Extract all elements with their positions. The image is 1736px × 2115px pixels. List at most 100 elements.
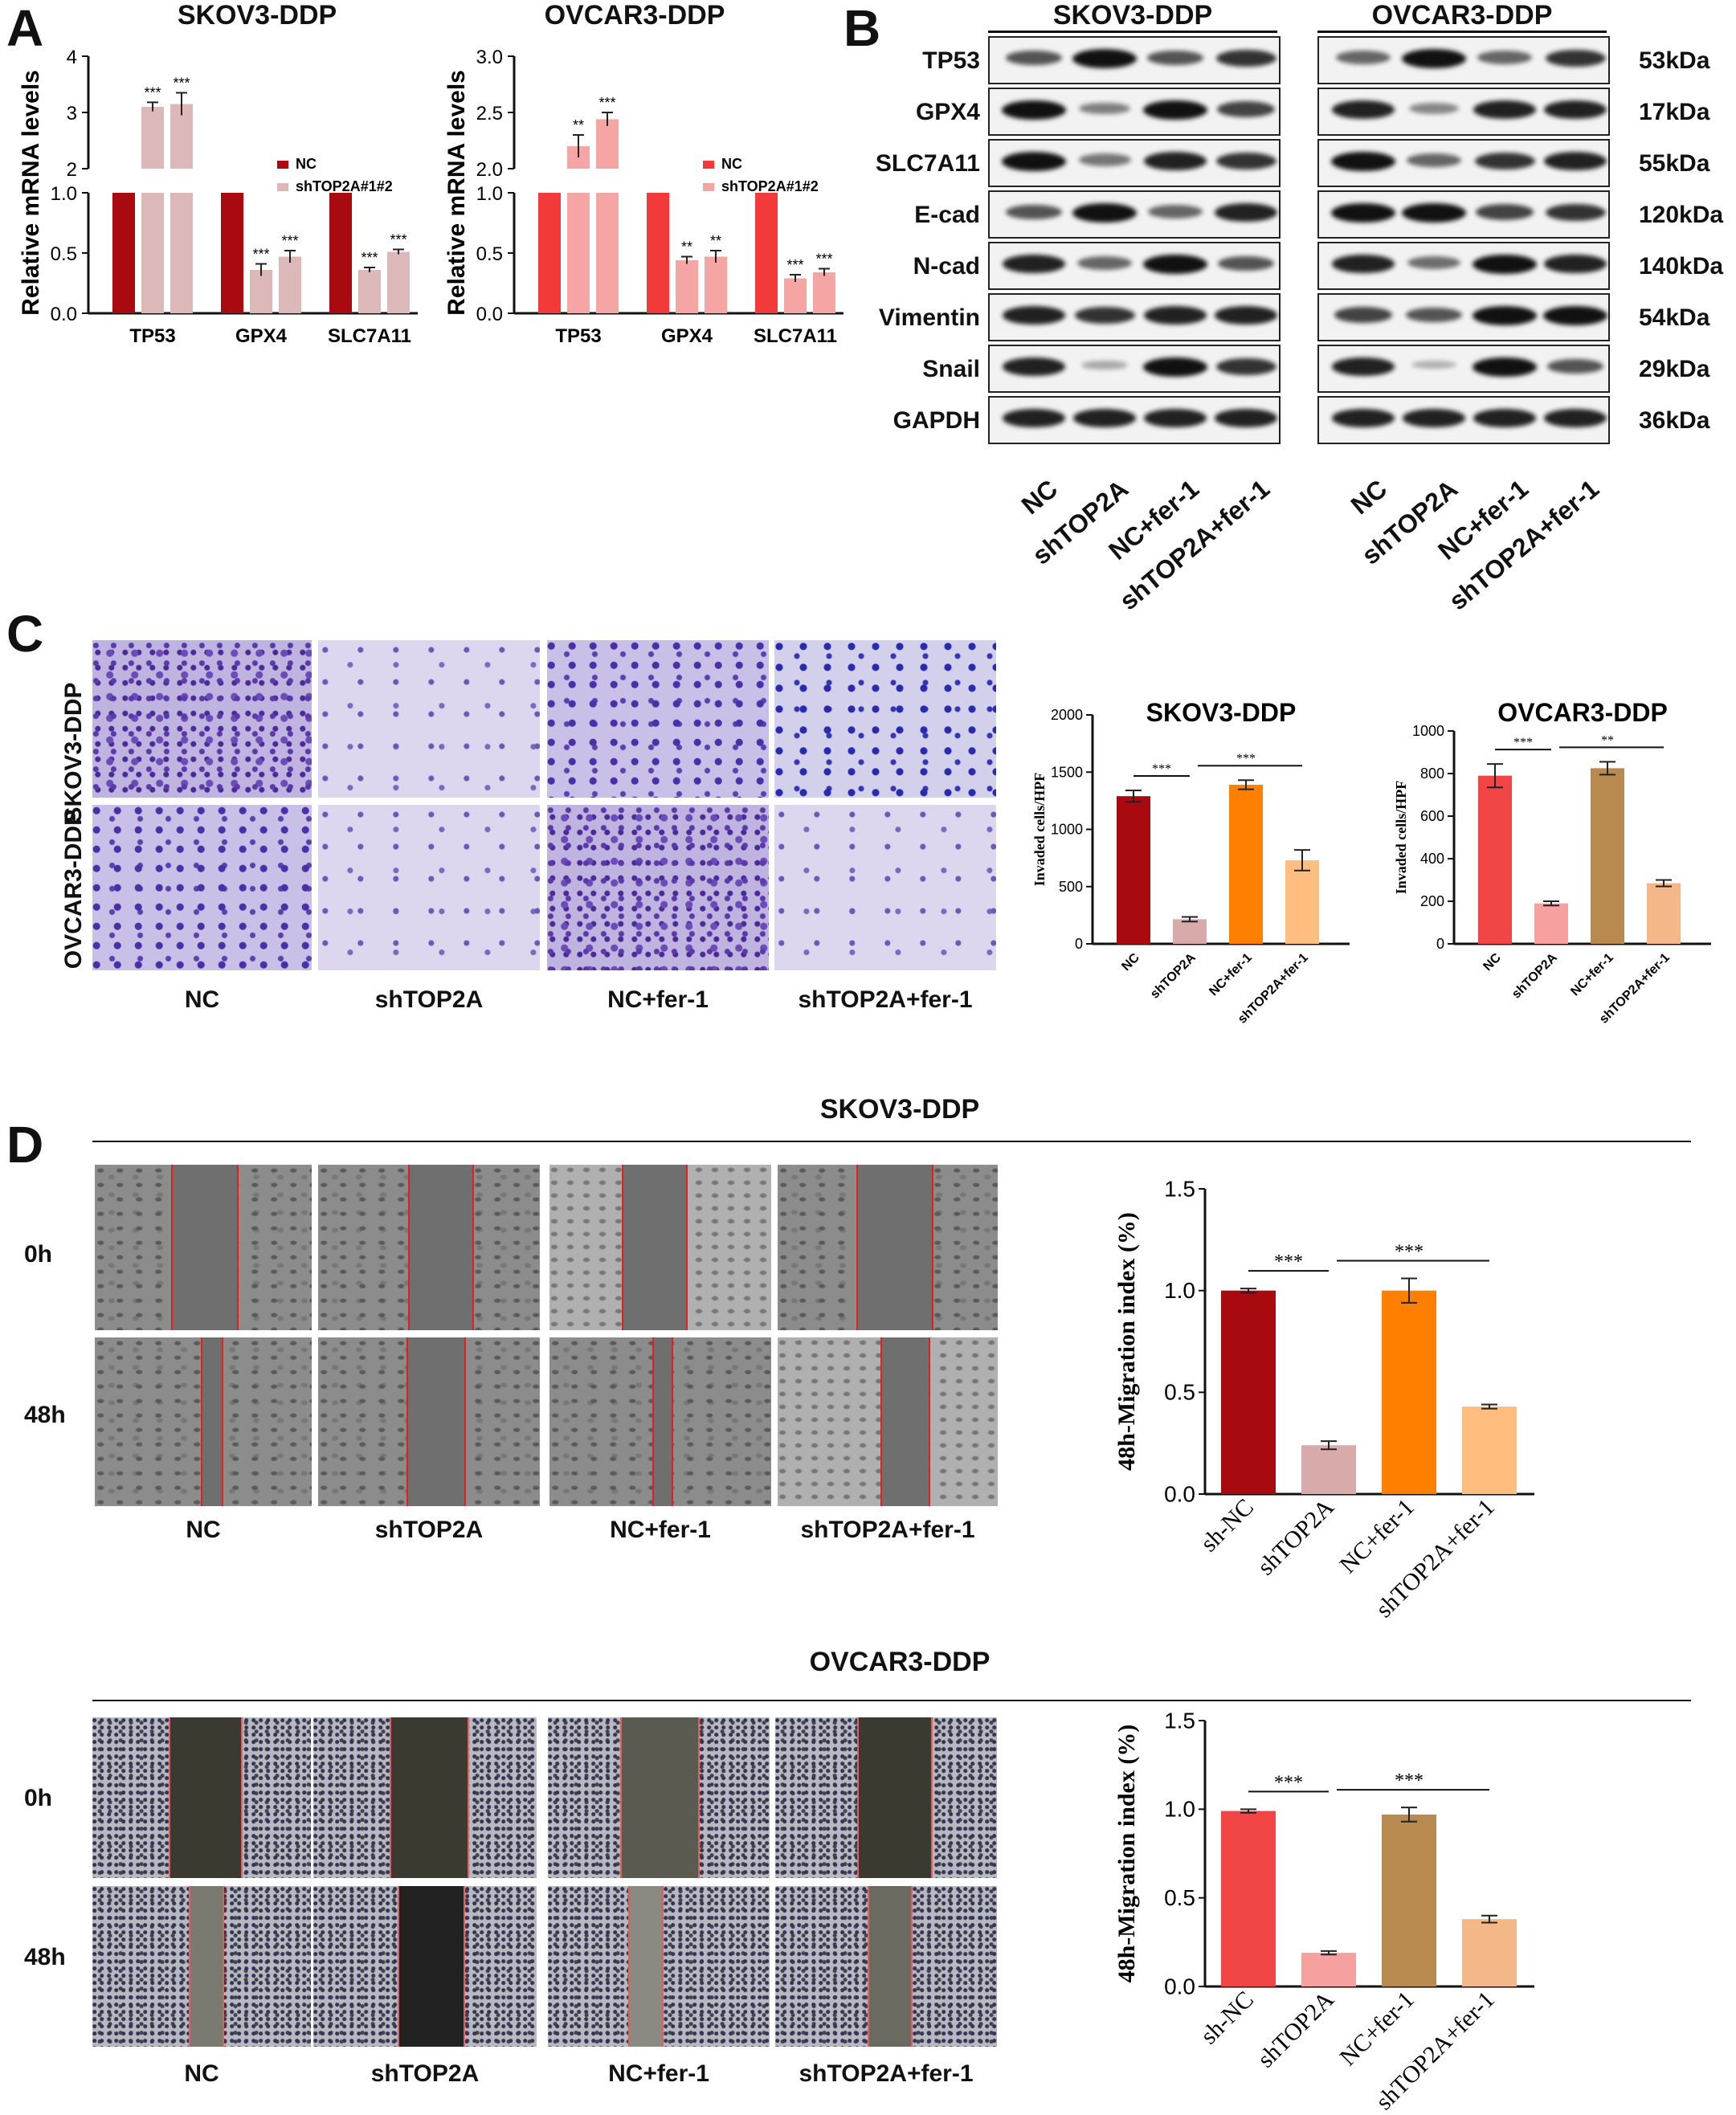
ovcar-invasion-ytick-label: 0 (1436, 936, 1444, 952)
wb-band (1143, 357, 1207, 377)
ovcar-migration-ytick-label: 1.5 (1164, 1709, 1195, 1733)
wb-blot-box (1317, 36, 1610, 84)
skov-invasion-ytick-label: 1500 (1051, 764, 1083, 780)
wound-skov-shtop2afer1-0h-image (778, 1165, 998, 1330)
wound-ovcar-col-label-ncfer1: NC+fer-1 (608, 2060, 709, 2087)
ovcar-migration-ytick-label: 0.0 (1164, 1974, 1195, 1999)
skov-mrna-ytick-label: 1.0 (51, 183, 77, 205)
wb-band (1144, 152, 1207, 170)
skov-invasion-ytick-label: 0 (1075, 936, 1083, 952)
wb-band (1215, 203, 1277, 222)
skov-mrna-bar (387, 251, 410, 313)
wound-skov-ncfer1-0h-image (549, 1165, 771, 1330)
wb-band (1402, 49, 1466, 68)
wb-kda-label: 55kDa (1639, 150, 1710, 177)
transwell-row-labels: SKOV3-DDP OVCAR3-DDP (50, 643, 98, 969)
ovcar-mrna-bar-lower (596, 193, 619, 313)
ovcar-migration-bar (1382, 1814, 1436, 1986)
skov-migration-ytick-label: 1.5 (1164, 1176, 1195, 1201)
wb-band (1079, 102, 1130, 115)
skov-mrna-significance: *** (144, 84, 161, 100)
ovcar-migration-bar (1462, 1919, 1517, 1986)
wound-skov-col-label-shtop2a: shTOP2A (374, 1517, 484, 1543)
transwell-ovcar-nc-image (92, 805, 312, 970)
skov-mrna-significance: *** (252, 247, 269, 263)
ovcar-mrna-significance: *** (815, 251, 832, 267)
skov-migration-ytick-label: 1.0 (1164, 1278, 1195, 1303)
wb-band (1331, 152, 1395, 171)
ovcar-invasion-ytick-label: 1000 (1412, 723, 1444, 739)
transwell-skov-nc-image (92, 640, 312, 798)
ovcar-mrna-legend-label: NC (721, 156, 742, 172)
wb-band (1332, 255, 1395, 273)
skov-mrna-category-label: GPX4 (235, 325, 288, 347)
skov-mrna-chart: 0.0 0.5 1.02 3 4 Relative mRNA levels *** *** TP… (18, 48, 418, 347)
ovcar-migration-bar (1221, 1811, 1276, 1986)
wb-band (1006, 204, 1062, 219)
ovcar-mrna-category-label: TP53 (555, 325, 601, 347)
wb-blot-box (988, 36, 1281, 84)
wb-band (1072, 49, 1137, 68)
wound-ovcar-ncfer1-48h-image (548, 1886, 770, 2047)
skov-mrna-legend-label: shTOP2A#1#2 (296, 178, 393, 194)
wb-band (1078, 153, 1131, 166)
skov-mrna-significance: *** (390, 232, 406, 248)
skov-invasion-bar (1285, 859, 1319, 944)
ovcar-invasion-category-label: NC+fer-1 (1568, 951, 1616, 999)
transwell-skov-shtop2a-image (318, 640, 540, 798)
transwell-col-label-nc: NC (184, 986, 220, 1013)
skov-mrna-bar (221, 193, 243, 313)
wb-protein-label: Vimentin (878, 304, 980, 331)
wound-skov-nc-48h-image (95, 1337, 312, 1506)
wb-blot-box (1317, 190, 1610, 239)
wb-blot-box (988, 139, 1281, 187)
ovcar-mrna-significance: ** (573, 117, 584, 133)
wb-band (1473, 357, 1537, 377)
wb-band (1006, 50, 1062, 65)
skov-mrna-ylabel: Relative mRNA levels (18, 70, 44, 316)
wb-header-line-skov (988, 31, 1277, 33)
wb-band (1408, 102, 1460, 114)
wb-band (1473, 306, 1537, 325)
skov-migration-bar (1221, 1290, 1276, 1494)
ovcar-mrna-legend-swatch (703, 161, 714, 169)
wb-protein-label: E-cad (914, 202, 980, 228)
wb-header-skov: SKOV3-DDP (1052, 0, 1213, 31)
ovcar-invasion-significance: ** (1601, 733, 1614, 747)
wb-band (1218, 255, 1274, 271)
skov-migration-bar (1382, 1290, 1436, 1494)
wb-band (1545, 203, 1606, 221)
ovcar-migration-category-label: shTOP2A (1252, 1986, 1339, 2072)
wound-ovcar-divider (92, 1700, 1691, 1701)
ovcar-mrna-category-label: SLC7A11 (754, 325, 837, 347)
skov-mrna-title: SKOV3-DDP (177, 0, 337, 31)
skov-invasion-ylabel: Invaded cells/HPF (1031, 773, 1048, 887)
wb-band (1215, 306, 1277, 325)
wound-ovcar-col-label-shtop2a: shTOP2A (370, 2060, 480, 2087)
wb-protein-label: SLC7A11 (875, 150, 980, 177)
wb-blot-box (1317, 345, 1610, 393)
wb-blot-box (988, 345, 1281, 393)
wb-band (1407, 256, 1461, 270)
skov-invasion-bar (1117, 796, 1150, 944)
wb-kda-label: 53kDa (1639, 47, 1710, 74)
ovcar-invasion-ylabel: Invaded cells/HPF (1393, 781, 1409, 895)
wound-ovcar-nc-48h-image (92, 1886, 311, 2047)
row-label-ovcar: OVCAR3-DDP (60, 809, 87, 970)
ovcar-invasion-bar (1591, 768, 1624, 944)
skov-mrna-bar (358, 270, 381, 313)
skov-mrna-ytick-label: 4 (67, 48, 77, 68)
western-blot-panel: SKOV3-DDP OVCAR3-DDP TP53 53kDa GPX4 17kDa S… (848, 0, 1736, 659)
skov-mrna-legend-swatch (277, 183, 288, 191)
wb-band (1332, 409, 1395, 427)
wound-skov-col-label-nc: NC (186, 1517, 221, 1543)
skov-migration-bar (1462, 1407, 1517, 1494)
wb-blot-box (1317, 396, 1610, 444)
ovcar-invasion-ytick-label: 600 (1420, 808, 1444, 824)
wound-skov-48h-label: 48h (24, 1402, 66, 1428)
wb-band (1336, 51, 1391, 64)
ovcar-migration-ylabel: 48h-Migration index (%) (1113, 1725, 1140, 1983)
skov-migration-ytick-label: 0.5 (1164, 1380, 1195, 1405)
ovcar-migration-category-label: NC+fer-1 (1334, 1986, 1419, 2072)
wb-kda-label: 54kDa (1639, 304, 1710, 331)
